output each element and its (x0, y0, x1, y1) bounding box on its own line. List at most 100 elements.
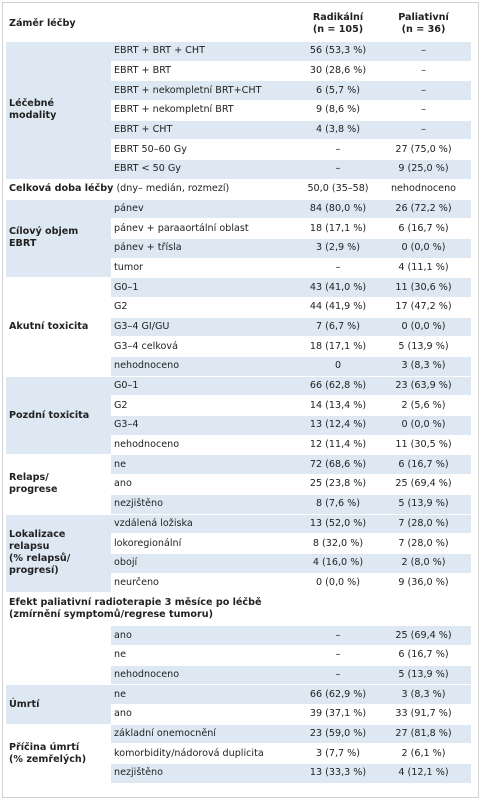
palliative-value: 27 (81,8 %) (376, 724, 471, 744)
palliative-value: nehodnoceno (390, 183, 457, 195)
text-line: (zmírnění symptomů/regrese tumoru) (9, 609, 213, 621)
subcategory: EBRT + nekompletní BRT (114, 104, 234, 116)
radical-value: – (335, 143, 341, 155)
radical-value: 50,0 (35–58) (307, 183, 369, 195)
radical-value: 18 (17,1 %) (309, 222, 367, 234)
radical-value: 25 (23,8 %) (309, 478, 367, 490)
palliative-value: 17 (47,2 %) (395, 301, 452, 313)
radical-value: 43 (41,0 %) (300, 278, 376, 297)
subcategory: neurčeno (114, 576, 159, 588)
palliative-value: 2 (6,1 %) (401, 747, 446, 759)
subcategory: tumor (114, 261, 144, 273)
group-label: Úmrtí (6, 685, 111, 724)
group-label: Pozdní toxicita (6, 376, 111, 455)
subcategory: ne (114, 649, 126, 661)
data-row: komorbidity/nádorová duplicita 3 (7,7 %) 2… (6, 744, 471, 763)
header-title: Záměr léčby (9, 18, 76, 29)
data-row: EBRT < 50 Gy –9 (25,0 %) (6, 160, 471, 179)
palliative-value: 25 (69,4 %) (395, 478, 452, 490)
subcategory: G2 (114, 399, 128, 411)
subcategory: EBRT + CHT (111, 120, 300, 140)
group-label: Léčebné modality (6, 42, 111, 179)
text-line: Lokalizace (9, 529, 66, 541)
text-line: progrese (9, 484, 58, 496)
radical-value: 56 (53,3 %) (300, 42, 376, 61)
radical-value: 4 (3,8 %) (300, 120, 376, 140)
data-row: G3–4 GI/GU 7 (6,7 %) 0 (0,0 %) (6, 317, 471, 337)
data-row: nehodnoceno –5 (13,9 %) (6, 665, 471, 685)
data-row: nezjištěno 8 (7,6 %) 5 (13,9 %) (6, 494, 471, 514)
header-blank (111, 7, 300, 41)
radical-value: 7 (6,7 %) (300, 317, 376, 337)
palliative-value: 6 (16,7 %) (398, 222, 449, 234)
subcategory: pánev + třísla (111, 238, 300, 258)
text-line: relapsu (9, 541, 50, 553)
subcategory: pánev + paraaortální oblast (114, 222, 249, 234)
text-line: modality (9, 110, 57, 122)
palliative-value: – (376, 120, 471, 140)
group-label: Lokalizace relapsu (% relapsů/progresí) (6, 514, 111, 593)
radical-value: 13 (12,4 %) (300, 416, 376, 435)
radical-value: 4 (16,0 %) (300, 553, 376, 573)
data-row: ano 39 (37,1 %) 33 (91,7 %) (6, 705, 471, 724)
data-row: G3–4 13 (12,4 %) 0 (0,0 %) (6, 416, 471, 435)
palliative-value: – (376, 42, 471, 61)
subcategory: komorbidity/nádorová duplicita (114, 747, 264, 759)
data-row: G3–4 celková 18 (17,1 %) 5 (13,9 %) (6, 337, 471, 356)
radical-value: – (335, 649, 341, 661)
data-row: ano 25 (23,8 %) 25 (69,4 %) (6, 475, 471, 494)
data-row: obojí 4 (16,0 %) 2 (8,0 %) (6, 553, 471, 573)
text-line: Úmrtí (9, 698, 40, 710)
text-line: Příčina úmrtí (9, 741, 80, 753)
subcategory: ano (111, 626, 300, 645)
group-label: Příčina úmrtí (% zemřelých) (6, 725, 111, 783)
text-line: (% relapsů/ (9, 553, 71, 565)
palliative-value: 0 (0,0 %) (376, 416, 471, 435)
subcategory: ano (114, 708, 132, 720)
text-line: Akutní toxicita (9, 320, 89, 332)
subcategory: nehodnoceno (111, 665, 300, 685)
radical-value: 6 (5,7 %) (300, 81, 376, 101)
group-label: Cílový objem EBRT (6, 199, 111, 278)
data-row: Příčina úmrtí (% zemřelých) základní onemo… (6, 724, 471, 765)
radical-value: – (300, 160, 376, 179)
data-row: tumor – 4 (11,1 %) (6, 259, 471, 278)
group-label: Akutní toxicita (6, 278, 111, 375)
palliative-value: 6 (16,7 %) (376, 455, 471, 475)
palliative-value: 23 (63,9 %) (376, 376, 471, 396)
subcategory: G2 (114, 301, 128, 313)
group-label (6, 626, 111, 684)
radical-value: – (335, 261, 341, 273)
palliative-value: 5 (13,9 %) (398, 340, 449, 352)
subcategory: lokoregionální (114, 537, 182, 549)
summary-row: Celková doba léčby (dny– medián, rozmezí… (6, 180, 471, 199)
palliative-value: 0 (0,0 %) (376, 238, 471, 258)
palliative-value: 5 (13,9 %) (376, 665, 471, 685)
subcategory: základní onemocnění (111, 724, 300, 744)
palliative-value: 7 (28,0 %) (376, 514, 471, 534)
radical-value: 13 (33,3 %) (300, 764, 376, 783)
subcategory: ne (111, 685, 300, 704)
palliative-value: 25 (69,4 %) (376, 626, 471, 645)
subcategory: EBRT 50–60 Gy (114, 143, 187, 155)
palliative-value: 4 (12,1 %) (376, 764, 471, 783)
data-row: Úmrtí ne 66 (62,9 %) 3 (8,3 %) (6, 685, 471, 724)
data-row: nehodnoceno 0 3 (8,3 %) (6, 357, 471, 376)
data-row: EBRT + nekompletní BRT 9 (8,6 %) – (6, 101, 471, 120)
palliative-value: 11 (30,5 %) (395, 439, 452, 451)
text-line: progresí) (9, 565, 59, 577)
data-row: Relaps/progrese ne 72 (68,6 %) 6 (16,7 %) (6, 455, 471, 495)
subcategory: G0–1 (111, 278, 300, 297)
data-row: pánev + paraaortální oblast 18 (17,1 %) 6 … (6, 219, 471, 238)
data-row: Akutní toxicita G0–1 43 (41,0 %) 11 (30,6 %… (6, 278, 471, 332)
text-line: Radikální (312, 12, 364, 23)
data-row: G2 44 (41,9 %) 17 (47,2 %) (6, 298, 471, 317)
note: (dny– medián, rozmezí) (116, 183, 230, 195)
text-line: Efekt paliativní radioterapie 3 měsíce p… (9, 597, 262, 609)
subcategory: EBRT + BRT + CHT (111, 42, 300, 61)
palliative-value: 33 (91,7 %) (395, 708, 452, 720)
data-row: Cílový objem EBRT pánev 84 (80,0 %) 26 (72,2… (6, 199, 471, 278)
palliative-value: – (421, 65, 426, 77)
radical-value: 3 (2,9 %) (300, 238, 376, 258)
text-line: EBRT (9, 238, 37, 250)
